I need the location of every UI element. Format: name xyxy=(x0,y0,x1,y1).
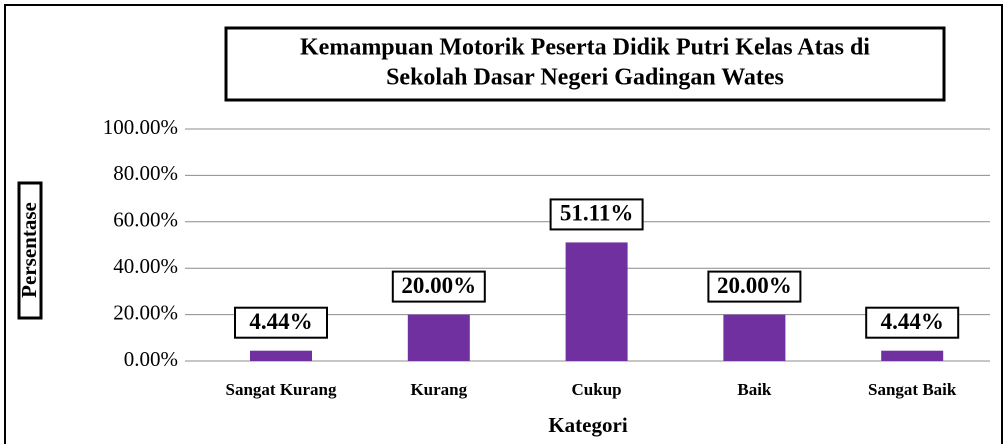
x-tick-label: Baik xyxy=(737,380,772,399)
data-label-box xyxy=(391,270,486,303)
y-tick-label: 40.00% xyxy=(113,254,178,278)
bar xyxy=(565,242,628,361)
data-label: 51.11% xyxy=(560,201,633,226)
y-title-box xyxy=(17,181,43,320)
y-tick-label: 100.00% xyxy=(103,115,178,139)
data-label: 4.44% xyxy=(249,309,312,334)
x-tick-label: Kurang xyxy=(410,380,467,399)
y-tick-label: 20.00% xyxy=(113,300,178,324)
x-tick-label: Sangat Baik xyxy=(868,380,957,399)
x-tick-label: Sangat Kurang xyxy=(226,380,337,399)
data-label: 4.44% xyxy=(881,309,944,334)
y-tick-label: 0.00% xyxy=(124,347,178,371)
x-tick-label: Cukup xyxy=(572,380,622,399)
chart-title: Sekolah Dasar Negeri Gadingan Wates xyxy=(386,65,784,91)
bar xyxy=(407,314,470,361)
y-tick-label: 80.00% xyxy=(113,161,178,185)
y-axis-title: Persentase xyxy=(17,202,41,298)
data-label-box xyxy=(234,306,328,339)
data-label-box xyxy=(549,198,644,231)
bar xyxy=(250,350,312,361)
bar xyxy=(881,350,944,361)
frame xyxy=(4,4,1003,444)
bar xyxy=(723,314,786,361)
data-label: 20.00% xyxy=(401,273,476,298)
y-tick-label: 60.00% xyxy=(113,208,178,232)
title-box xyxy=(224,26,946,102)
data-label: 20.00% xyxy=(717,273,792,298)
x-axis-title: Kategori xyxy=(548,413,627,437)
data-label-box xyxy=(707,270,802,303)
chart-title: Kemampuan Motorik Peserta Didik Putri Ke… xyxy=(300,35,870,61)
data-label-box xyxy=(865,306,960,339)
